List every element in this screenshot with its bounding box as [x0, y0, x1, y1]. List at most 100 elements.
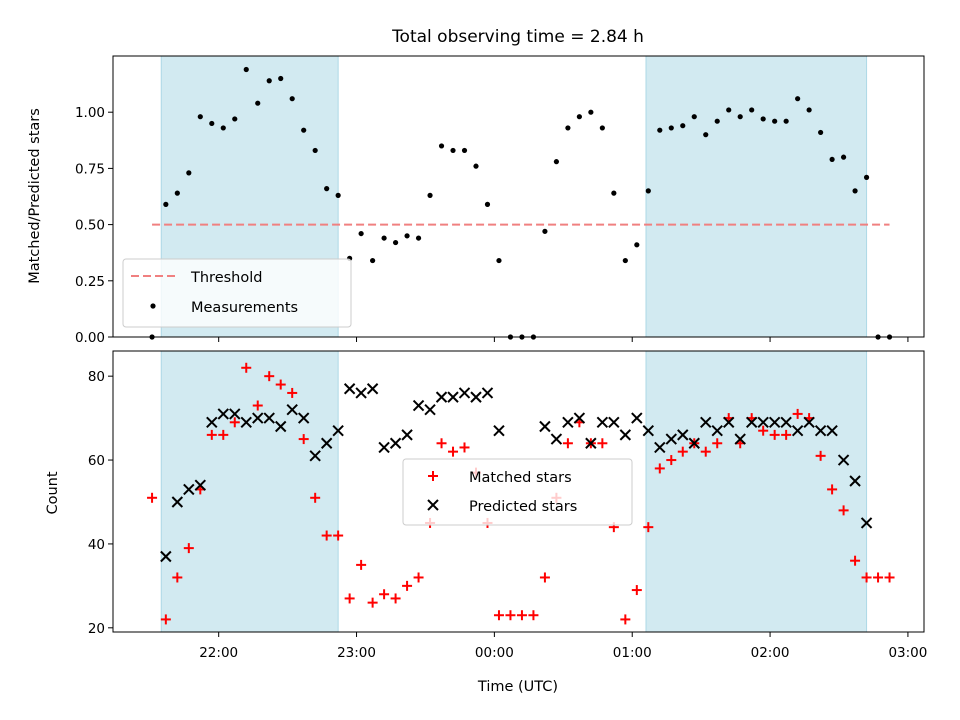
measurement-point: [324, 186, 330, 192]
predicted-star-marker: [263, 412, 275, 424]
measurement-point: [599, 125, 605, 131]
matched-star-markers: [147, 362, 895, 625]
matched-star-marker: [597, 438, 608, 449]
predicted-star-marker: [562, 416, 574, 429]
threshold-legend-label: Threshold: [190, 270, 262, 286]
measurement-point: [220, 125, 226, 131]
matched-star-marker: [298, 434, 309, 445]
predicted-star-marker: [309, 450, 321, 462]
matched-star-marker: [505, 610, 516, 621]
x-tick-label: 01:00: [613, 645, 652, 661]
measurement-point: [645, 188, 651, 194]
x-tick-label: 23:00: [337, 645, 376, 661]
y-tick-label: 0.25: [75, 274, 105, 290]
predicted-star-marker: [355, 387, 367, 399]
matched-legend-label: Matched stars: [469, 470, 572, 486]
predicted-star-marker: [631, 412, 643, 424]
predicted-star-markers: [160, 383, 873, 563]
measurement-point: [450, 147, 456, 154]
measurement-point: [783, 118, 789, 124]
predicted-star-marker: [711, 424, 723, 437]
y-tick-label: 0.50: [75, 218, 105, 234]
measurement-point: [473, 163, 479, 169]
predicted-star-marker: [286, 404, 298, 416]
predicted-star-marker: [332, 424, 344, 437]
measurement-point: [335, 192, 341, 198]
predicted-star-marker: [677, 429, 689, 441]
measurement-point: [427, 192, 433, 198]
ratio-panel: 0.00 0.25 0.50 0.75 1.00 Matched/Predicted s…: [27, 55, 925, 346]
measurement-point: [749, 107, 755, 113]
predicted-star-marker: [619, 429, 632, 441]
x-tick-label: 22:00: [199, 645, 238, 661]
measurement-point: [737, 114, 743, 120]
predicted-star-marker: [780, 416, 792, 429]
predicted-star-marker: [688, 437, 700, 449]
measurement-point: [657, 127, 663, 133]
measurement-point: [840, 154, 847, 160]
predicted-star-marker: [803, 416, 815, 429]
matched-star-marker: [172, 572, 183, 583]
x-axis-label: Time (UTC): [477, 679, 558, 695]
measurement-point: [863, 174, 870, 180]
measurement-point: [852, 188, 858, 194]
matched-star-marker: [459, 442, 470, 453]
measurement-point: [726, 107, 732, 113]
ratio-y-ticks: 0.00 0.25 0.50 0.75 1.00: [75, 105, 113, 346]
measurement-point: [289, 96, 295, 102]
matched-star-marker: [448, 446, 459, 457]
predicted-star-marker: [837, 454, 850, 466]
matched-star-marker: [884, 572, 895, 583]
predicted-star-marker: [206, 416, 218, 429]
predicted-star-marker: [573, 412, 586, 424]
measurement-point: [186, 170, 192, 176]
measurement-point: [255, 100, 261, 106]
predicted-star-marker: [160, 550, 172, 563]
ratio-legend-box: [122, 258, 352, 328]
predicted-star-marker: [320, 437, 333, 449]
predicted-star-marker: [435, 391, 448, 403]
measurement-point: [588, 109, 594, 115]
measurement-point: [668, 125, 674, 131]
measurement-point: [496, 257, 502, 264]
matched-star-marker: [390, 593, 401, 604]
matched-star-marker: [643, 522, 654, 533]
matched-legend-swatch: [428, 471, 438, 481]
measurement-point: [312, 147, 318, 154]
x-tick-label: 02:00: [751, 645, 790, 661]
measurement-point: [461, 147, 468, 154]
measurement-point: [611, 190, 617, 196]
predicted-star-marker: [757, 416, 769, 429]
predicted-star-marker: [585, 437, 597, 449]
matched-star-marker: [838, 505, 849, 516]
measurement-point: [576, 114, 582, 120]
matched-star-marker: [379, 589, 390, 600]
y-tick-label: 1.00: [75, 105, 105, 121]
matched-star-marker: [815, 450, 826, 461]
y-tick-label: 0.00: [75, 330, 105, 346]
measurement-point: [301, 127, 307, 133]
matched-star-marker: [321, 530, 332, 541]
predicted-star-marker: [412, 399, 425, 412]
predicted-star-marker: [539, 420, 551, 433]
predicted-star-marker: [275, 420, 287, 433]
matched-star-marker: [631, 585, 642, 596]
y-tick-label: 60: [88, 453, 105, 469]
measurement-point: [404, 233, 410, 239]
measurement-point: [542, 228, 548, 234]
matched-star-marker: [356, 559, 367, 570]
measurement-point: [714, 118, 720, 124]
x-tick-label: 00:00: [475, 645, 514, 661]
predicted-star-marker: [252, 412, 264, 424]
measurement-point: [829, 156, 835, 163]
measurement-point: [438, 143, 445, 149]
matched-star-marker: [183, 543, 194, 554]
predicted-star-marker: [389, 437, 402, 449]
measurement-point: [622, 257, 628, 264]
matched-star-marker: [402, 580, 413, 591]
predicted-star-marker: [745, 416, 758, 429]
predicted-star-marker: [481, 387, 494, 399]
predicted-star-marker: [447, 391, 459, 403]
predicted-star-marker: [343, 383, 356, 395]
